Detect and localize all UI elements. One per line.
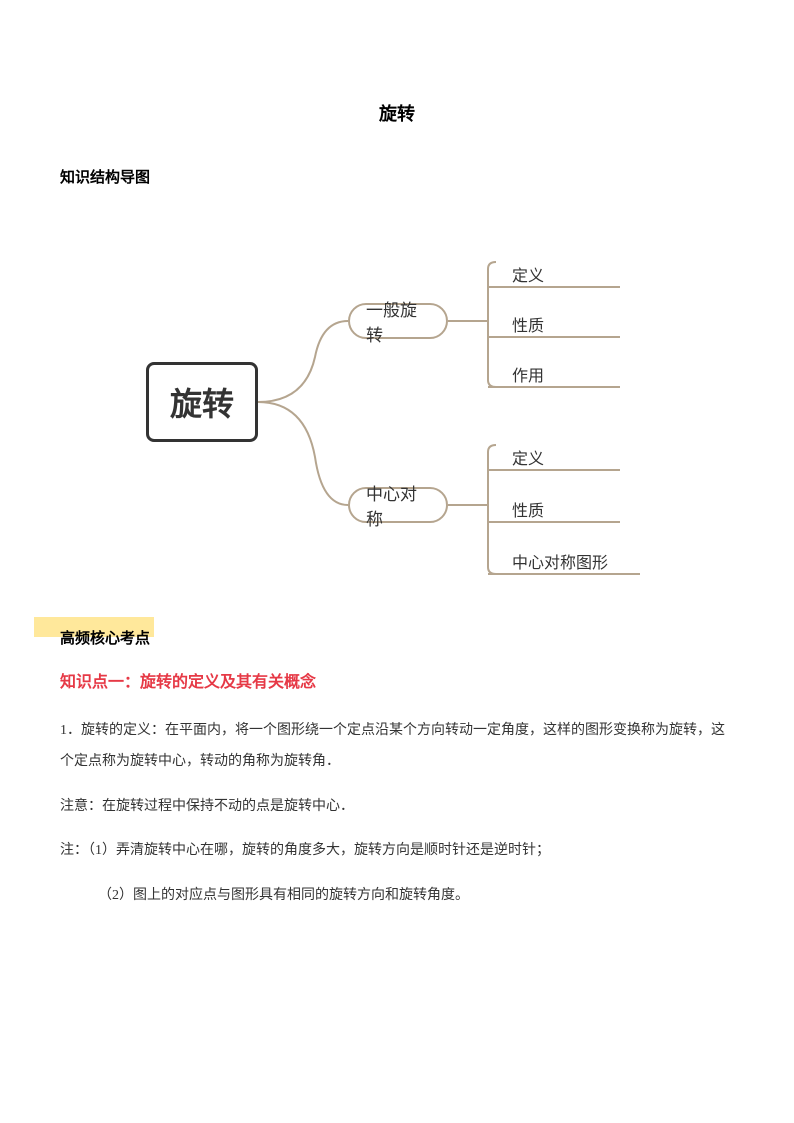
section-heading-structure: 知识结构导图	[60, 166, 734, 187]
diagram-branch-central-symmetry: 中心对称	[348, 487, 448, 523]
diagram-leaf: 性质	[512, 497, 544, 521]
diagram-leaf: 中心对称图形	[512, 549, 608, 573]
page-title: 旋转	[60, 100, 734, 126]
paragraph: （2）图上的对应点与图形具有相同的旋转方向和旋转角度。	[60, 881, 734, 912]
diagram-leaf: 性质	[512, 312, 544, 336]
diagram-leaf: 作用	[512, 362, 544, 386]
paragraph: 注意：在旋转过程中保持不动的点是旋转中心．	[60, 792, 734, 823]
paragraph: 注：（1）弄清旋转中心在哪，旋转的角度多大，旋转方向是顺时针还是逆时针；	[60, 836, 734, 867]
paragraph: 1．旋转的定义：在平面内，将一个图形绕一个定点沿某个方向转动一定角度，这样的图形…	[60, 716, 734, 778]
diagram-leaf: 定义	[512, 445, 544, 469]
diagram-branch-general-rotation: 一般旋转	[348, 303, 448, 339]
diagram-leaf: 定义	[512, 262, 544, 286]
section-highlight: 高频核心考点	[60, 627, 734, 648]
knowledge-point-title: 知识点一：旋转的定义及其有关概念	[60, 668, 734, 692]
knowledge-diagram: 旋转 一般旋转 中心对称 定义 性质 作用 定义 性质 中心对称图形	[60, 207, 734, 587]
diagram-root-node: 旋转	[146, 362, 258, 442]
section-heading-core-points: 高频核心考点	[60, 627, 734, 648]
